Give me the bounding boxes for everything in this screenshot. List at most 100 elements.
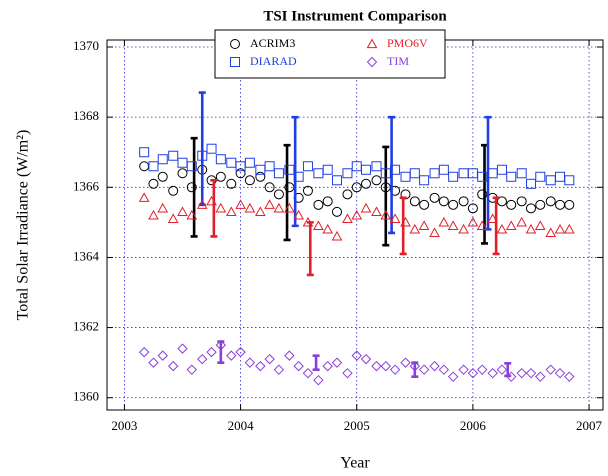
data-point [168, 185, 179, 196]
data-point [545, 196, 556, 207]
data-point [554, 367, 566, 379]
data-point [535, 371, 546, 382]
data-point [322, 196, 333, 207]
data-point [534, 220, 546, 230]
data-point [138, 192, 150, 202]
x-axis-label: Year [340, 455, 370, 472]
data-point [447, 220, 459, 230]
y-tick-label: 1368 [73, 108, 99, 123]
error-bar [190, 136, 198, 238]
data-point [564, 199, 575, 210]
data-point [244, 357, 256, 368]
data-point [458, 168, 469, 179]
data-point [380, 209, 392, 220]
data-point [226, 157, 237, 168]
data-point [564, 175, 575, 186]
data-point [264, 199, 275, 209]
data-point [516, 168, 527, 179]
data-point [254, 206, 266, 216]
data-point [447, 371, 459, 382]
error-bar [217, 340, 225, 364]
data-point [177, 343, 188, 354]
legend-label: PMO6V [387, 36, 428, 50]
y-axis-label: Total Solar Irradiance (W/m²) [15, 130, 32, 321]
data-point [458, 223, 469, 234]
data-point [264, 161, 275, 172]
data-point [535, 199, 546, 210]
data-point [168, 150, 179, 161]
data-point [322, 164, 333, 175]
data-point [535, 171, 546, 182]
data-point [380, 360, 391, 372]
data-point [351, 209, 363, 220]
data-point [177, 206, 188, 216]
data-point [313, 168, 324, 179]
data-point [206, 143, 217, 154]
data-point [186, 364, 198, 375]
error-bar [283, 143, 291, 242]
error-bar [492, 196, 500, 256]
data-point [555, 199, 566, 210]
data-point [360, 202, 372, 213]
legend-box [214, 29, 446, 79]
data-point [361, 164, 372, 175]
data-point [273, 202, 285, 213]
data-point [545, 175, 556, 186]
data-point [302, 161, 313, 172]
data-point [400, 171, 411, 182]
data-point [322, 360, 333, 372]
data-point [419, 175, 430, 186]
x-tick-label: 2005 [344, 418, 370, 433]
data-point [157, 154, 168, 165]
data-point [331, 230, 343, 241]
data-point [389, 364, 401, 375]
data-point [419, 199, 430, 210]
data-point [418, 220, 430, 230]
data-point [429, 227, 440, 237]
data-point [438, 196, 449, 207]
legend-marker [230, 39, 240, 49]
error-bar [411, 361, 419, 378]
data-point [215, 202, 227, 213]
data-point [139, 147, 150, 158]
data-point [186, 161, 197, 172]
data-point [525, 367, 537, 379]
y-tick-label: 1366 [73, 178, 100, 193]
data-point [371, 206, 382, 216]
data-point [563, 223, 575, 234]
data-point [284, 164, 295, 175]
data-point [284, 202, 295, 213]
y-tick-label: 1360 [73, 389, 99, 404]
data-point [467, 216, 479, 227]
data-point [351, 182, 362, 193]
data-point [371, 161, 382, 172]
data-point [342, 189, 353, 200]
data-point [313, 220, 324, 230]
data-point [284, 182, 295, 193]
error-bar [504, 362, 512, 378]
data-point [438, 216, 450, 227]
error-bar [210, 178, 218, 238]
error-bar [388, 115, 396, 235]
legend-label: DIARAD [250, 54, 297, 68]
error-bar [382, 145, 390, 247]
data-point [138, 346, 150, 358]
data-point [313, 199, 324, 210]
data-point [331, 357, 343, 368]
data-point [525, 223, 537, 234]
data-point [458, 196, 469, 207]
data-point [244, 175, 255, 186]
data-point [331, 175, 342, 186]
data-point [496, 364, 508, 375]
data-point [206, 346, 217, 358]
data-point [506, 171, 517, 182]
data-point [168, 360, 179, 372]
data-point [438, 164, 449, 175]
data-point [438, 364, 450, 375]
data-point [477, 171, 488, 182]
data-point [429, 168, 440, 179]
error-bar [198, 91, 206, 207]
plot-frame [106, 39, 604, 411]
data-point [409, 168, 420, 179]
data-point [148, 357, 159, 368]
